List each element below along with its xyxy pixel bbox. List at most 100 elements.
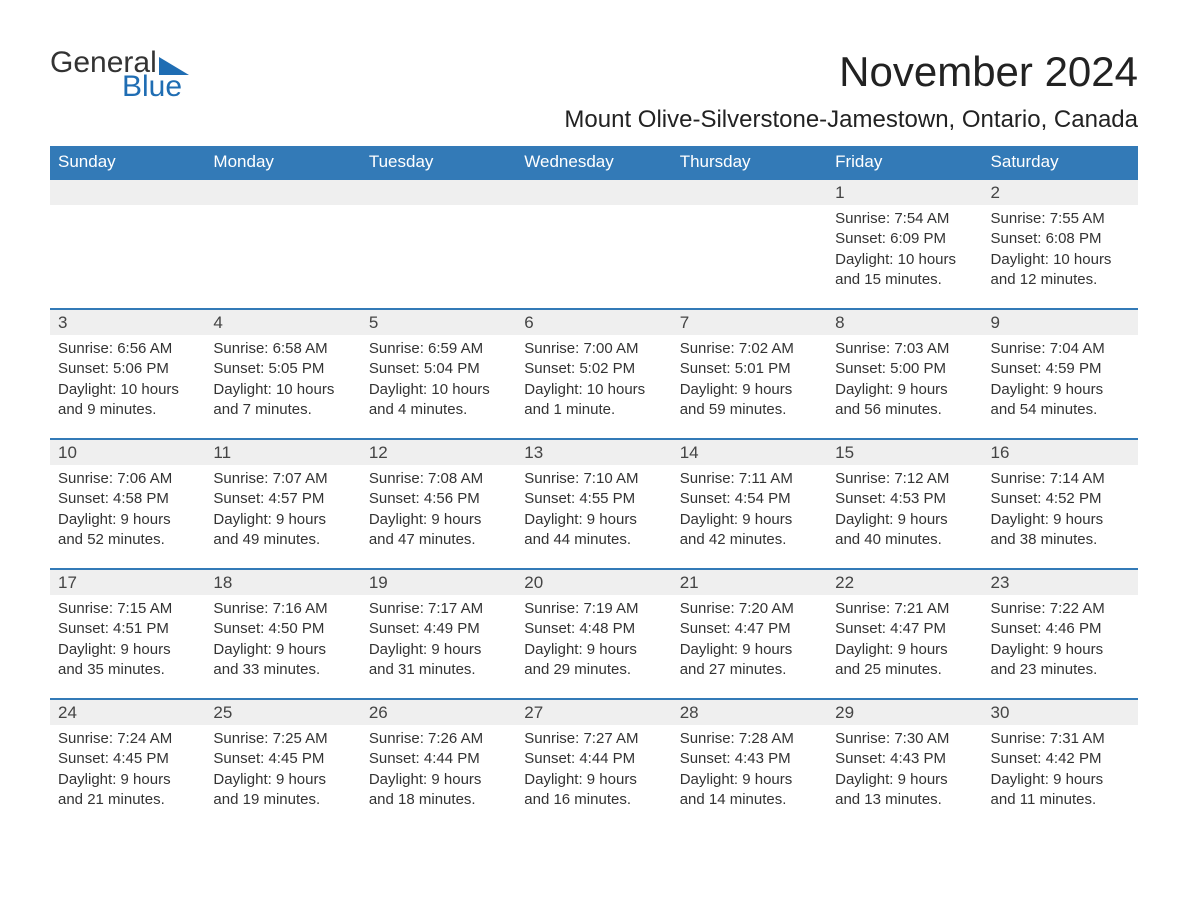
sunset-value: 4:43 PM bbox=[890, 750, 946, 767]
day-cell: Sunrise: 6:58 AMSunset: 5:05 PMDaylight:… bbox=[205, 335, 360, 439]
day-body-row: Sunrise: 6:56 AMSunset: 5:06 PMDaylight:… bbox=[50, 335, 1138, 439]
daylight-line: Daylight: 9 hours and 13 minutes. bbox=[835, 770, 974, 811]
sunset-line: Sunset: 4:52 PM bbox=[991, 489, 1130, 509]
sunrise-line: Sunrise: 7:17 AM bbox=[369, 599, 508, 619]
sunset-line: Sunset: 4:59 PM bbox=[991, 359, 1130, 379]
sunrise-line: Sunrise: 7:16 AM bbox=[213, 599, 352, 619]
day-cell: Sunrise: 7:06 AMSunset: 4:58 PMDaylight:… bbox=[50, 465, 205, 569]
sunrise-line: Sunrise: 7:04 AM bbox=[991, 339, 1130, 359]
daylight-value: 9 hours and 47 minutes. bbox=[369, 511, 482, 548]
sunset-value: 4:43 PM bbox=[735, 750, 791, 767]
sunset-line: Sunset: 4:58 PM bbox=[58, 489, 197, 509]
sunset-value: 4:50 PM bbox=[268, 620, 324, 637]
sunrise-value: 7:21 AM bbox=[894, 600, 949, 617]
daylight-line: Daylight: 9 hours and 52 minutes. bbox=[58, 510, 197, 551]
day-cell: Sunrise: 7:07 AMSunset: 4:57 PMDaylight:… bbox=[205, 465, 360, 569]
sunset-value: 4:49 PM bbox=[424, 620, 480, 637]
daylight-value: 9 hours and 49 minutes. bbox=[213, 511, 326, 548]
sunset-value: 4:42 PM bbox=[1046, 750, 1102, 767]
sunset-line: Sunset: 4:43 PM bbox=[835, 749, 974, 769]
day-body-row: Sunrise: 7:06 AMSunset: 4:58 PMDaylight:… bbox=[50, 465, 1138, 569]
daylight-line: Daylight: 9 hours and 40 minutes. bbox=[835, 510, 974, 551]
day-body-row: Sunrise: 7:54 AMSunset: 6:09 PMDaylight:… bbox=[50, 205, 1138, 309]
daylight-line: Daylight: 9 hours and 19 minutes. bbox=[213, 770, 352, 811]
daylight-value: 9 hours and 44 minutes. bbox=[524, 511, 637, 548]
sunset-line: Sunset: 4:51 PM bbox=[58, 619, 197, 639]
sunrise-line: Sunrise: 7:21 AM bbox=[835, 599, 974, 619]
day-number-row: 3456789 bbox=[50, 309, 1138, 335]
sunrise-value: 7:08 AM bbox=[428, 470, 483, 487]
sunset-value: 4:46 PM bbox=[1046, 620, 1102, 637]
empty-cell bbox=[516, 205, 671, 309]
daylight-value: 9 hours and 38 minutes. bbox=[991, 511, 1104, 548]
daylight-line: Daylight: 9 hours and 14 minutes. bbox=[680, 770, 819, 811]
day-cell: Sunrise: 7:30 AMSunset: 4:43 PMDaylight:… bbox=[827, 725, 982, 828]
day-cell: Sunrise: 7:21 AMSunset: 4:47 PMDaylight:… bbox=[827, 595, 982, 699]
sunset-line: Sunset: 4:43 PM bbox=[680, 749, 819, 769]
sunrise-value: 6:56 AM bbox=[117, 340, 172, 357]
weekday-header: Sunday bbox=[50, 146, 205, 179]
weekday-header-row: SundayMondayTuesdayWednesdayThursdayFrid… bbox=[50, 146, 1138, 179]
daylight-line: Daylight: 9 hours and 44 minutes. bbox=[524, 510, 663, 551]
empty-cell bbox=[361, 205, 516, 309]
day-number: 11 bbox=[205, 439, 360, 465]
sunset-value: 5:01 PM bbox=[735, 360, 791, 377]
sunrise-value: 7:07 AM bbox=[273, 470, 328, 487]
day-number: 10 bbox=[50, 439, 205, 465]
sunset-line: Sunset: 4:55 PM bbox=[524, 489, 663, 509]
daylight-value: 9 hours and 21 minutes. bbox=[58, 771, 171, 808]
sunrise-line: Sunrise: 7:07 AM bbox=[213, 469, 352, 489]
daylight-line: Daylight: 10 hours and 9 minutes. bbox=[58, 380, 197, 421]
month-title: November 2024 bbox=[564, 48, 1138, 96]
empty-cell bbox=[361, 179, 516, 205]
day-number: 17 bbox=[50, 569, 205, 595]
sunrise-value: 7:20 AM bbox=[739, 600, 794, 617]
day-number: 7 bbox=[672, 309, 827, 335]
daylight-value: 9 hours and 52 minutes. bbox=[58, 511, 171, 548]
daylight-value: 9 hours and 42 minutes. bbox=[680, 511, 793, 548]
daylight-line: Daylight: 9 hours and 11 minutes. bbox=[991, 770, 1130, 811]
sunset-line: Sunset: 4:46 PM bbox=[991, 619, 1130, 639]
sunset-value: 4:53 PM bbox=[890, 490, 946, 507]
sunset-value: 4:47 PM bbox=[735, 620, 791, 637]
sunset-value: 4:51 PM bbox=[113, 620, 169, 637]
daylight-line: Daylight: 10 hours and 4 minutes. bbox=[369, 380, 508, 421]
sunset-line: Sunset: 6:09 PM bbox=[835, 229, 974, 249]
daylight-value: 9 hours and 25 minutes. bbox=[835, 641, 948, 678]
sunrise-value: 7:55 AM bbox=[1050, 210, 1105, 227]
sunrise-value: 7:22 AM bbox=[1050, 600, 1105, 617]
day-cell: Sunrise: 7:22 AMSunset: 4:46 PMDaylight:… bbox=[983, 595, 1138, 699]
sunrise-value: 7:54 AM bbox=[894, 210, 949, 227]
day-number: 8 bbox=[827, 309, 982, 335]
header: General Blue November 2024 Mount Olive-S… bbox=[50, 48, 1138, 142]
daylight-value: 10 hours and 4 minutes. bbox=[369, 381, 490, 418]
daylight-value: 9 hours and 16 minutes. bbox=[524, 771, 637, 808]
sunset-line: Sunset: 5:05 PM bbox=[213, 359, 352, 379]
day-number: 19 bbox=[361, 569, 516, 595]
day-number: 24 bbox=[50, 699, 205, 725]
sunset-line: Sunset: 6:08 PM bbox=[991, 229, 1130, 249]
daylight-line: Daylight: 10 hours and 1 minute. bbox=[524, 380, 663, 421]
day-number-row: 17181920212223 bbox=[50, 569, 1138, 595]
daylight-line: Daylight: 10 hours and 7 minutes. bbox=[213, 380, 352, 421]
day-number: 6 bbox=[516, 309, 671, 335]
day-number: 4 bbox=[205, 309, 360, 335]
sunrise-line: Sunrise: 7:03 AM bbox=[835, 339, 974, 359]
calendar-table: SundayMondayTuesdayWednesdayThursdayFrid… bbox=[50, 146, 1138, 828]
sunrise-value: 7:24 AM bbox=[117, 730, 172, 747]
day-body-row: Sunrise: 7:24 AMSunset: 4:45 PMDaylight:… bbox=[50, 725, 1138, 828]
sunrise-value: 7:15 AM bbox=[117, 600, 172, 617]
sunset-line: Sunset: 4:44 PM bbox=[369, 749, 508, 769]
day-cell: Sunrise: 6:56 AMSunset: 5:06 PMDaylight:… bbox=[50, 335, 205, 439]
daylight-value: 9 hours and 27 minutes. bbox=[680, 641, 793, 678]
daylight-line: Daylight: 9 hours and 25 minutes. bbox=[835, 640, 974, 681]
day-cell: Sunrise: 7:03 AMSunset: 5:00 PMDaylight:… bbox=[827, 335, 982, 439]
day-cell: Sunrise: 7:14 AMSunset: 4:52 PMDaylight:… bbox=[983, 465, 1138, 569]
daylight-value: 10 hours and 15 minutes. bbox=[835, 251, 956, 288]
day-number: 16 bbox=[983, 439, 1138, 465]
sunrise-value: 7:12 AM bbox=[894, 470, 949, 487]
daylight-value: 9 hours and 14 minutes. bbox=[680, 771, 793, 808]
sunset-line: Sunset: 4:49 PM bbox=[369, 619, 508, 639]
sunrise-line: Sunrise: 6:59 AM bbox=[369, 339, 508, 359]
daylight-line: Daylight: 9 hours and 21 minutes. bbox=[58, 770, 197, 811]
